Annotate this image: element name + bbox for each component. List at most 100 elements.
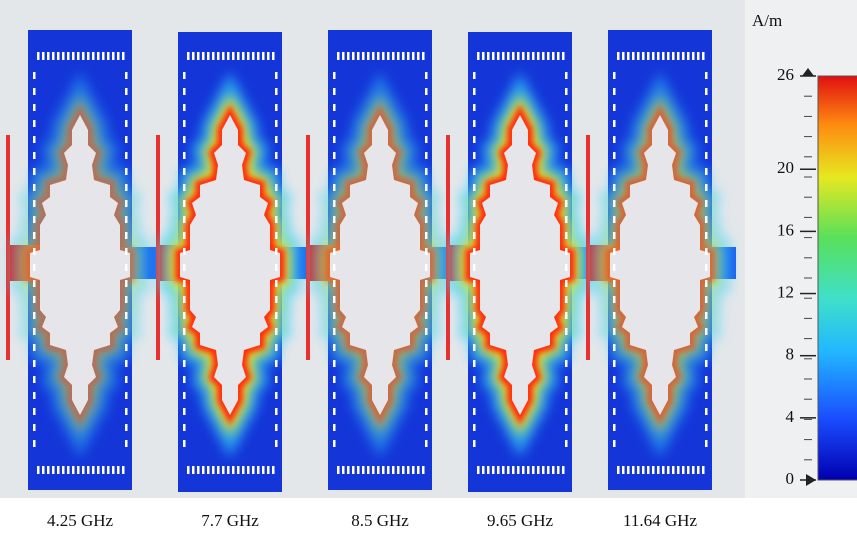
via	[613, 392, 616, 399]
port-line	[446, 135, 450, 360]
panels	[6, 30, 736, 492]
via	[705, 216, 708, 223]
via	[492, 466, 495, 474]
frequency-label: 9.65 GHz	[487, 511, 554, 530]
via	[183, 200, 186, 207]
via	[637, 466, 640, 474]
via	[487, 52, 490, 60]
via	[557, 52, 560, 60]
via	[565, 424, 568, 431]
via	[647, 466, 650, 474]
via	[275, 312, 278, 319]
via	[52, 52, 55, 60]
via	[67, 466, 70, 474]
via	[183, 440, 186, 447]
via	[125, 248, 128, 255]
via	[705, 440, 708, 447]
via	[183, 104, 186, 111]
via	[42, 466, 45, 474]
via	[642, 52, 645, 60]
via	[502, 466, 505, 474]
via	[565, 120, 568, 127]
via	[613, 440, 616, 447]
via	[377, 52, 380, 60]
via	[613, 168, 616, 175]
via	[412, 52, 415, 60]
via	[275, 136, 278, 143]
via	[565, 408, 568, 415]
via	[613, 232, 616, 239]
via	[267, 466, 270, 474]
via	[613, 360, 616, 367]
via	[705, 312, 708, 319]
via	[407, 466, 410, 474]
via	[275, 168, 278, 175]
via	[112, 52, 115, 60]
via	[473, 232, 476, 239]
via	[473, 72, 476, 79]
via	[473, 216, 476, 223]
via	[183, 344, 186, 351]
via	[677, 52, 680, 60]
via	[37, 52, 40, 60]
via	[257, 466, 260, 474]
via	[202, 52, 205, 60]
via	[557, 466, 560, 474]
via	[333, 216, 336, 223]
via	[33, 280, 36, 287]
via	[247, 52, 250, 60]
via	[125, 392, 128, 399]
via	[125, 312, 128, 319]
via	[562, 466, 565, 474]
via	[705, 136, 708, 143]
via	[705, 232, 708, 239]
via	[125, 232, 128, 239]
via	[57, 52, 60, 60]
via	[705, 360, 708, 367]
via	[473, 296, 476, 303]
via	[125, 168, 128, 175]
via	[232, 466, 235, 474]
via	[72, 52, 75, 60]
via	[613, 136, 616, 143]
via	[527, 466, 530, 474]
via	[33, 216, 36, 223]
via	[565, 216, 568, 223]
via	[705, 248, 708, 255]
via	[33, 296, 36, 303]
via	[697, 466, 700, 474]
via	[687, 466, 690, 474]
via	[272, 466, 275, 474]
via	[342, 466, 345, 474]
via	[347, 466, 350, 474]
via	[473, 184, 476, 191]
via	[565, 168, 568, 175]
via	[183, 376, 186, 383]
via	[275, 296, 278, 303]
via	[102, 466, 105, 474]
via	[247, 466, 250, 474]
via	[333, 312, 336, 319]
via	[392, 466, 395, 474]
via	[705, 152, 708, 159]
via	[473, 392, 476, 399]
port-line	[306, 135, 310, 360]
via	[517, 466, 520, 474]
via	[613, 72, 616, 79]
via	[672, 52, 675, 60]
tick-label: 4	[786, 407, 795, 426]
via	[527, 52, 530, 60]
via	[702, 466, 705, 474]
via	[565, 376, 568, 383]
via	[705, 344, 708, 351]
via	[33, 312, 36, 319]
via	[197, 52, 200, 60]
tick-label: 26	[777, 65, 794, 84]
via	[662, 52, 665, 60]
via	[125, 136, 128, 143]
via	[33, 264, 36, 271]
via	[705, 408, 708, 415]
via	[705, 264, 708, 271]
via	[333, 408, 336, 415]
via	[212, 52, 215, 60]
